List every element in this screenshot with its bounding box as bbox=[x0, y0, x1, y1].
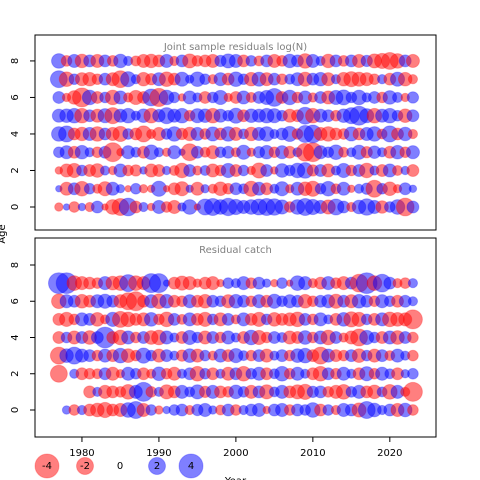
residual-bubble bbox=[138, 183, 149, 194]
legend-bubble bbox=[76, 457, 94, 475]
legend-label: 4 bbox=[188, 461, 194, 472]
residual-bubble bbox=[406, 91, 420, 104]
residual-bubble bbox=[154, 405, 164, 415]
y-axis-label: Age bbox=[0, 224, 8, 243]
y-tick-label: 8 bbox=[10, 58, 21, 64]
panel-title: Residual catch bbox=[199, 245, 272, 256]
residual-bubble bbox=[405, 145, 420, 160]
y-tick-label: 0 bbox=[10, 407, 21, 413]
y-tick-label: 2 bbox=[10, 371, 21, 377]
x-tick-label: 1990 bbox=[146, 448, 171, 459]
y-tick-label: 8 bbox=[10, 262, 21, 268]
residual-bubble bbox=[407, 349, 419, 362]
residual-bubble bbox=[54, 202, 64, 212]
legend-label: -4 bbox=[42, 461, 52, 472]
x-tick-label: 2010 bbox=[300, 448, 325, 459]
x-axis-label: Year bbox=[224, 476, 247, 480]
y-tick-label: 6 bbox=[10, 94, 21, 100]
legend-label: 0 bbox=[117, 461, 123, 472]
x-tick-label: 2000 bbox=[223, 448, 248, 459]
panel-title: Joint sample residuals log(N) bbox=[163, 42, 307, 53]
x-tick-label: 1980 bbox=[69, 448, 94, 459]
residual-bubble bbox=[408, 184, 418, 194]
legend-bubble bbox=[148, 457, 166, 475]
residual-bubble bbox=[402, 309, 423, 330]
legend-bubble bbox=[178, 453, 204, 479]
residual-bubble bbox=[407, 404, 419, 416]
residual-bubble bbox=[407, 277, 419, 289]
legend-label: 2 bbox=[154, 461, 160, 472]
y-tick-label: 0 bbox=[10, 204, 21, 210]
residual-bubble bbox=[49, 364, 68, 383]
residual-bubble bbox=[402, 381, 423, 402]
residual-bubble bbox=[407, 331, 419, 344]
y-tick-label: 2 bbox=[10, 167, 21, 173]
residual-bubble bbox=[407, 74, 419, 85]
residual-bubble bbox=[115, 183, 126, 194]
residual-bubble bbox=[406, 200, 420, 214]
residual-bubble bbox=[261, 278, 272, 288]
residual-bubble bbox=[138, 201, 149, 213]
y-tick-label: 6 bbox=[10, 298, 21, 304]
residual-bubble bbox=[405, 53, 420, 68]
legend-bubble bbox=[34, 453, 60, 479]
residual-bubble bbox=[407, 367, 419, 380]
x-tick-label: 2020 bbox=[377, 448, 402, 459]
residual-bubble bbox=[407, 296, 419, 307]
residual-bubble bbox=[407, 128, 419, 140]
residual-bubble bbox=[406, 163, 420, 177]
residual-bubble bbox=[406, 109, 420, 123]
residual-bubble bbox=[276, 277, 288, 289]
y-tick-label: 4 bbox=[10, 334, 21, 340]
legend-label: -2 bbox=[80, 461, 90, 472]
plot-frame bbox=[34, 34, 437, 231]
y-tick-label: 4 bbox=[10, 131, 21, 137]
